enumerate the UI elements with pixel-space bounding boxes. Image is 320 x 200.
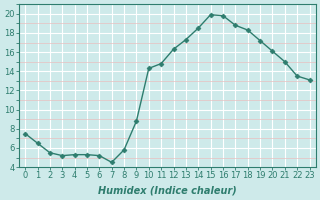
X-axis label: Humidex (Indice chaleur): Humidex (Indice chaleur): [98, 186, 237, 196]
